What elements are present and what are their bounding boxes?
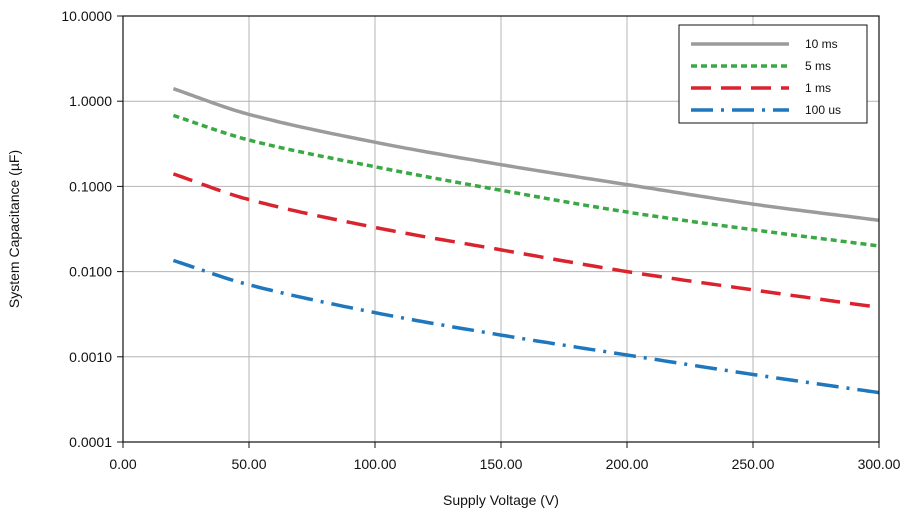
y-tick-labels: 0.0001 0.0010 0.0100 0.1000 1.0000 10.0000 bbox=[61, 8, 123, 450]
series-line-5-ms bbox=[172, 113, 880, 248]
x-tick-label: 150.00 bbox=[480, 456, 523, 472]
series-line-1-ms bbox=[172, 172, 880, 310]
x-tick-label: 200.00 bbox=[606, 456, 649, 472]
x-tick-label: 0.00 bbox=[109, 456, 136, 472]
x-tick-label: 250.00 bbox=[732, 456, 775, 472]
series-line-100-us bbox=[172, 258, 880, 395]
legend: 10 ms 5 ms 1 ms 100 us bbox=[678, 24, 868, 124]
legend-label: 10 ms bbox=[805, 37, 838, 51]
legend-box bbox=[678, 24, 868, 124]
x-tick-label: 300.00 bbox=[858, 456, 901, 472]
y-tick-label: 10.0000 bbox=[61, 8, 112, 24]
y-tick-label: 1.0000 bbox=[69, 93, 112, 109]
series-line-10-ms bbox=[172, 87, 880, 223]
legend-label: 5 ms bbox=[805, 59, 831, 73]
x-axis-label: Supply Voltage (V) bbox=[443, 492, 559, 508]
x-tick-label: 50.00 bbox=[231, 456, 266, 472]
y-axis-label: System Capacitance (µF) bbox=[6, 150, 22, 308]
y-tick-label: 0.0001 bbox=[69, 434, 112, 450]
x-tick-label: 100.00 bbox=[354, 456, 397, 472]
legend-label: 100 us bbox=[805, 103, 841, 117]
series-lines bbox=[172, 87, 880, 395]
x-tick-labels: 0.00 50.00 100.00 150.00 200.00 250.00 300.00 bbox=[109, 442, 901, 472]
y-tick-label: 0.0010 bbox=[69, 349, 112, 365]
y-tick-label: 0.0100 bbox=[69, 264, 112, 280]
legend-label: 1 ms bbox=[805, 81, 831, 95]
y-tick-label: 0.1000 bbox=[69, 178, 112, 194]
